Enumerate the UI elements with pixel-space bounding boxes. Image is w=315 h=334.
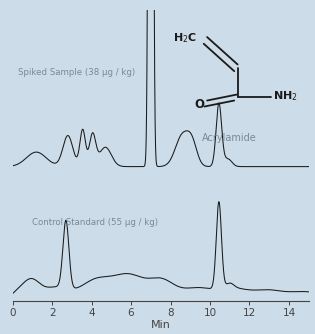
Text: O: O — [194, 98, 204, 111]
Text: H$_2$C: H$_2$C — [173, 31, 197, 45]
Text: Control Standard (55 μg / kg): Control Standard (55 μg / kg) — [32, 218, 158, 227]
Text: NH$_2$: NH$_2$ — [273, 90, 297, 104]
X-axis label: Min: Min — [151, 320, 171, 330]
Text: Spiked Sample (38 μg / kg): Spiked Sample (38 μg / kg) — [18, 68, 135, 77]
Text: Acrylamide: Acrylamide — [202, 133, 257, 143]
